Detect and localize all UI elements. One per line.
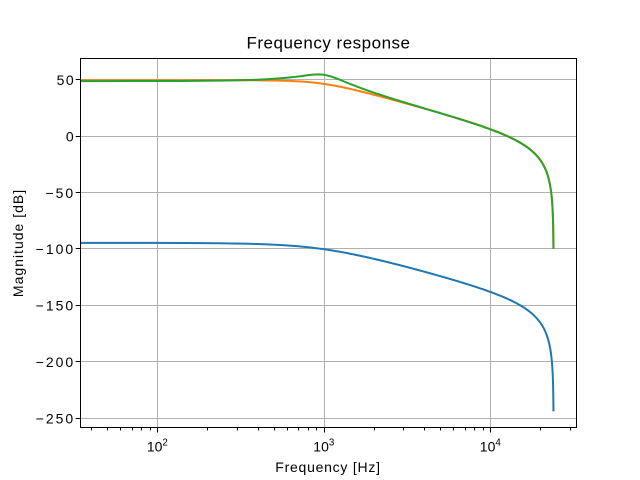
- svg-text:−200: −200: [36, 354, 76, 370]
- svg-text:Frequency response: Frequency response: [247, 34, 411, 53]
- svg-text:50: 50: [57, 72, 76, 88]
- svg-text:−250: −250: [36, 410, 76, 426]
- svg-text:−50: −50: [45, 185, 75, 201]
- svg-text:−100: −100: [36, 241, 76, 257]
- svg-text:Magnitude [dB]: Magnitude [dB]: [10, 189, 26, 297]
- svg-text:Frequency [Hz]: Frequency [Hz]: [275, 459, 380, 475]
- svg-text:0: 0: [66, 128, 75, 144]
- svg-text:−150: −150: [36, 298, 76, 314]
